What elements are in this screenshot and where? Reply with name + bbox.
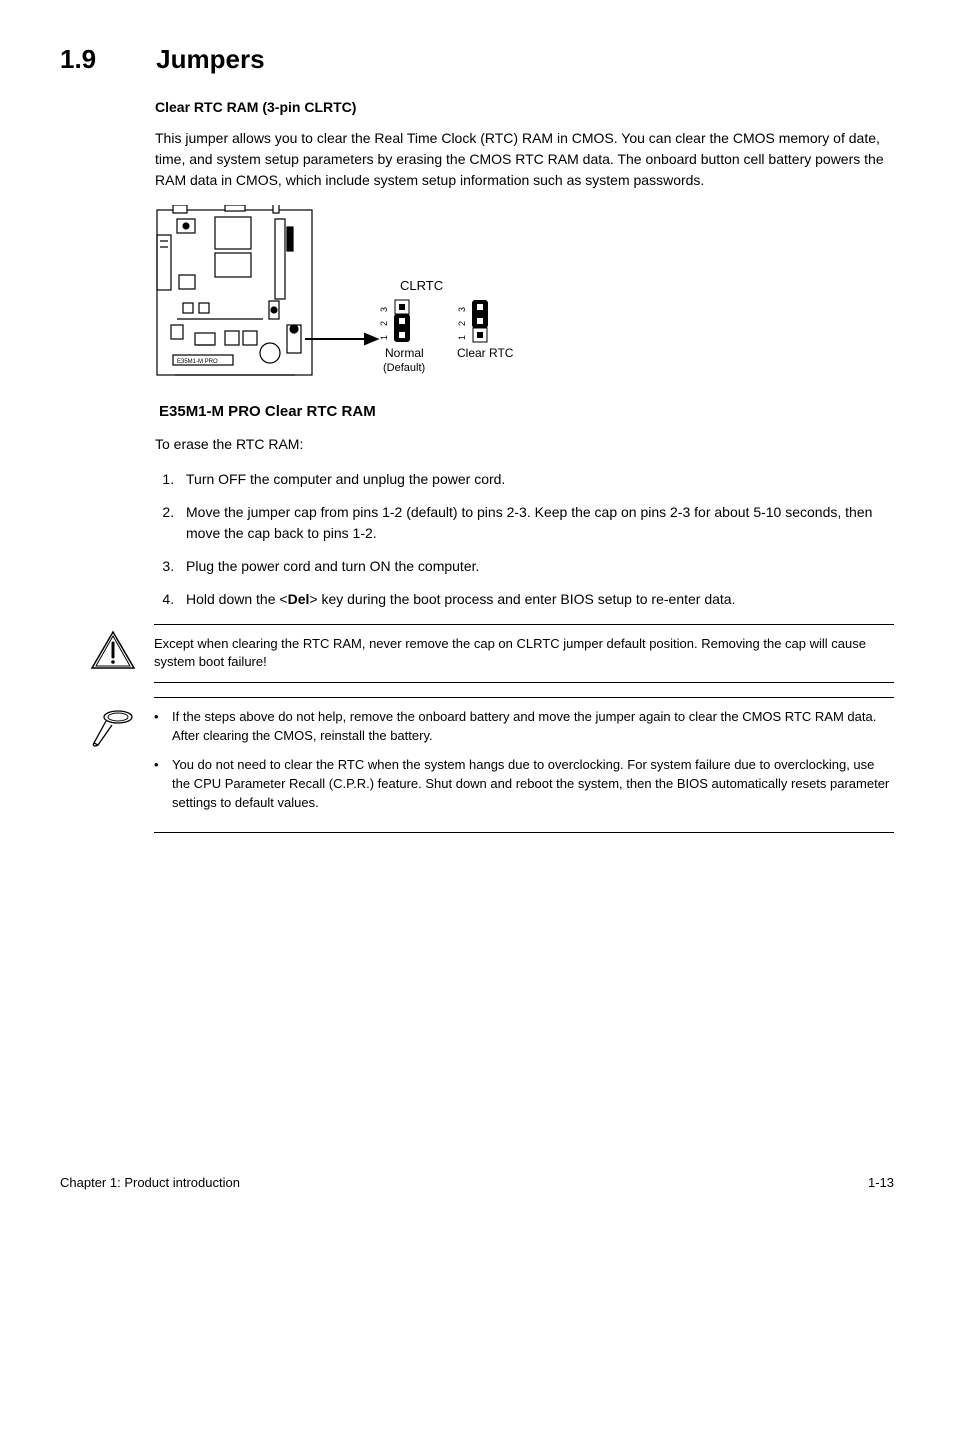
svg-text:1: 1 bbox=[457, 335, 467, 340]
note-bullet-1: If the steps above do not help, remove t… bbox=[154, 708, 894, 746]
default-label: (Default) bbox=[383, 362, 425, 374]
note-icon bbox=[90, 703, 140, 749]
footer-left: Chapter 1: Product introduction bbox=[60, 1173, 240, 1193]
clear-rtc-label: Clear RTC bbox=[457, 346, 514, 360]
svg-text:2: 2 bbox=[457, 321, 467, 326]
warning-icon bbox=[90, 630, 140, 670]
warning-callout: Except when clearing the RTC RAM, never … bbox=[90, 624, 894, 684]
step-2: Move the jumper cap from pins 1-2 (defau… bbox=[178, 502, 894, 544]
svg-text:2: 2 bbox=[379, 321, 389, 326]
svg-text:3: 3 bbox=[457, 307, 467, 312]
jumper-diagram: E35M1-M PRO CLRTC 3 2 1 Normal (Default) bbox=[155, 205, 894, 424]
svg-text:3: 3 bbox=[379, 307, 389, 312]
footer-right: 1-13 bbox=[868, 1173, 894, 1193]
step-3: Plug the power cord and turn ON the comp… bbox=[178, 556, 894, 577]
warning-text: Except when clearing the RTC RAM, never … bbox=[154, 624, 894, 684]
note-bullet-2: You do not need to clear the RTC when th… bbox=[154, 756, 894, 813]
board-label: E35M1-M PRO bbox=[177, 359, 218, 365]
normal-label: Normal bbox=[385, 346, 424, 360]
steps-list: Turn OFF the computer and unplug the pow… bbox=[178, 469, 894, 610]
section-title-text: Jumpers bbox=[156, 40, 264, 79]
intro-paragraph: This jumper allows you to clear the Real… bbox=[155, 128, 894, 191]
note-body: If the steps above do not help, remove t… bbox=[154, 697, 894, 833]
note-callout: If the steps above do not help, remove t… bbox=[90, 697, 894, 833]
page-footer: Chapter 1: Product introduction 1-13 bbox=[60, 1173, 894, 1193]
svg-text:1: 1 bbox=[379, 335, 389, 340]
clrtc-label: CLRTC bbox=[400, 278, 443, 293]
subheading: Clear RTC RAM (3-pin CLRTC) bbox=[155, 97, 894, 118]
step-1: Turn OFF the computer and unplug the pow… bbox=[178, 469, 894, 490]
section-heading: 1.9 Jumpers bbox=[60, 40, 894, 79]
erase-heading: To erase the RTC RAM: bbox=[155, 434, 894, 455]
step-4: Hold down the <Del> key during the boot … bbox=[178, 589, 894, 610]
diagram-caption: E35M1-M PRO Clear RTC RAM bbox=[159, 401, 894, 424]
section-number: 1.9 bbox=[60, 40, 96, 79]
